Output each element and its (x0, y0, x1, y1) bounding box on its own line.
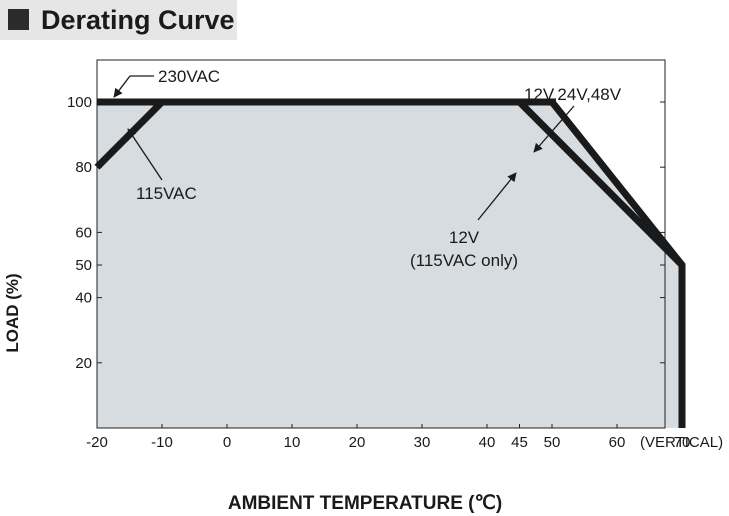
series-line-12v-115vac-only (517, 99, 685, 268)
annotation-115vac: 115VAC (136, 184, 197, 203)
section-title: Derating Curve (41, 5, 235, 35)
x-axis-title: AMBIENT TEMPERATURE (℃) (228, 493, 502, 514)
series-line-230vac (97, 98, 686, 428)
section-header: Derating Curve (0, 0, 237, 40)
x-tick-label: 60 (609, 434, 626, 451)
leader-115vac (127, 128, 163, 181)
x-tick-label: 30 (414, 434, 431, 451)
x-tick-label: 0 (223, 434, 231, 451)
y-tick-label: 50 (75, 257, 92, 274)
x-tick-label: 70 (674, 434, 691, 451)
leader-12v-115vac-only (477, 172, 517, 221)
y-tick-label: 20 (75, 355, 92, 372)
y-axis-title: LOAD (%) (3, 273, 22, 352)
x-tick-label: 50 (544, 434, 561, 451)
leader-230vac (113, 75, 154, 98)
annotation-115vac-only: (115VAC only) (410, 251, 518, 270)
y-tick-label: 100 (67, 94, 92, 111)
x-suffix-label: (VERTICAL) (640, 434, 723, 451)
x-tick-label: 40 (479, 434, 496, 451)
x-tick-label: 45 (511, 434, 528, 451)
annotation-12v-24v-48v: 12V,24V,48V (524, 85, 622, 104)
y-tick-label: 40 (75, 290, 92, 307)
x-tick-label: -20 (86, 434, 108, 451)
y-tick-label: 80 (75, 159, 92, 176)
y-tick-label: 60 (75, 224, 92, 241)
x-tick-label: -10 (151, 434, 173, 451)
x-tick-label: 10 (284, 434, 301, 451)
x-tick-label: 20 (349, 434, 366, 451)
header-square-icon (8, 9, 29, 30)
annotation-12v: 12V (449, 228, 480, 247)
operating-area (97, 102, 682, 428)
leader-12v-24v-48v (533, 105, 575, 153)
annotation-230vac: 230VAC (158, 67, 220, 86)
